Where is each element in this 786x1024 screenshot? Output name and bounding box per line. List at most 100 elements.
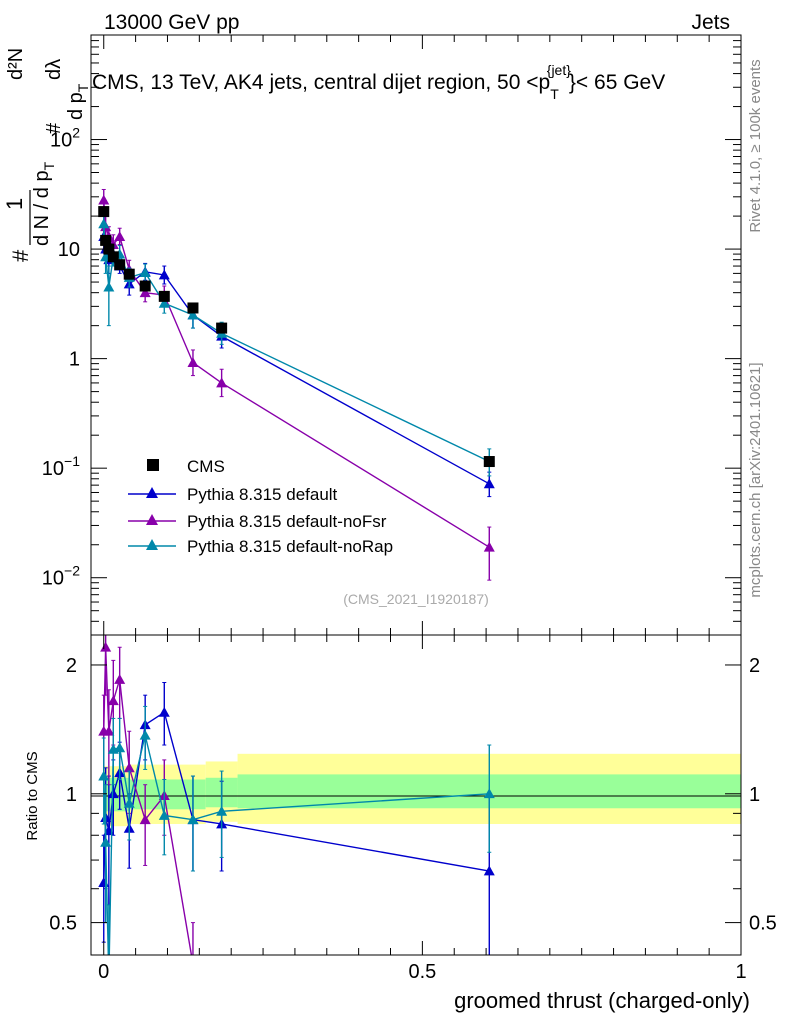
main-y-tick-label: 1 [69,349,80,371]
main-y-tick-label: 10−1 [42,453,80,480]
ylabel-denominator: d N / d pT [31,161,57,246]
ratio-point [114,742,126,753]
rivet-label: Rivet 4.1.0, ≥ 100k events [747,59,764,232]
ratio-y-axis: 0.5 0.5 1 1 2 2 [49,655,777,935]
ratio-point [103,725,115,736]
main-x-ticks [103,35,742,635]
cms-data-point [103,243,115,255]
data-point [103,281,115,292]
ratio-point [123,797,135,808]
ratio-point [114,673,126,684]
mcplots-label: mcplots.cern.ch [arXiv:2401.10621] [747,362,764,597]
legend-label-norap: Pythia 8.315 default-noRap [187,537,393,556]
ratio-point [158,809,170,820]
ratio-point [100,836,112,847]
data-point [158,297,170,308]
legend: CMS Pythia 8.315 default Pythia 8.315 de… [128,457,393,556]
ratio-point [139,729,151,740]
ratio-point [216,805,228,816]
ratio-y-tick-label: 1 [66,784,77,806]
main-y-axis: 10−2 10−1 1 10 102 [42,34,741,636]
cms-data-point [158,290,170,302]
ratio-point [98,877,110,888]
ratio-marks [98,635,495,955]
cms-data-point [139,280,151,292]
ratio-frame [90,634,742,956]
ratio-point [100,641,112,652]
ylabel-hash-1: # [8,249,33,262]
x-tick-label: 1 [735,961,746,983]
ratio-point [123,762,135,773]
legend-label-cms: CMS [187,457,225,476]
ratio-y-tick-label: 2 [66,655,77,677]
x-axis-label: groomed thrust (charged-only) [454,988,750,1013]
ratio-point [107,788,119,799]
x-tick-label: 0 [98,961,109,983]
main-y-label: # 1 d N / d pT # d²N dλ d pT [2,48,91,262]
ratio-point [187,814,199,825]
ratio-point [158,706,170,717]
header-right: Jets [691,11,730,34]
ratio-point [107,695,119,706]
ratio-point [139,814,151,825]
ylabel-hash-2: # [43,122,65,134]
legend-marker-nofsr [146,514,158,525]
cms-data-point [187,302,199,314]
cms-data-point [216,322,228,334]
ratio-y-tick-label-right: 2 [749,655,760,677]
main-marks [98,188,495,581]
main-y-tick-label: 10 [58,239,80,261]
data-point [98,194,110,205]
ylabel-numerator: d²N [5,48,27,80]
x-tick-label: 0.5 [408,961,436,983]
data-point [216,377,228,388]
ratio-x-axis: 0 0.5 1 [98,635,747,983]
data-point [483,541,495,552]
chart-title: CMS, 13 TeV, AK4 jets, central dijet reg… [92,62,665,102]
data-point [98,218,110,229]
ylabel-one: 1 [2,198,27,210]
ylabel-num-denominator: d pT [65,83,91,120]
ratio-y-tick-label: 0.5 [49,913,77,935]
cms-data-point [107,251,119,263]
ratio-y-tick-label-right: 0.5 [749,913,777,935]
legend-label-default: Pythia 8.315 default [187,485,338,504]
ratio-point [483,788,495,799]
data-point [187,357,199,367]
ratio-point [98,770,110,781]
data-point [187,309,199,320]
main-y-tick-label: 102 [50,125,80,152]
ratio-series-clip [98,705,495,955]
data-point [158,269,170,280]
main-panel: 10−2 10−1 1 10 102 CMS, 13 TeV, AK4 jets, ce… [2,34,742,636]
series-0 [98,226,495,498]
ratio-series-0 [98,681,495,955]
cms-data-point [98,206,110,218]
data-point [114,231,126,241]
legend-marker-norap [146,539,158,550]
ylabel-dlambda: dλ [43,59,65,80]
ratio-series-clip [98,681,495,955]
series-line [103,236,490,485]
legend-label-nofsr: Pythia 8.315 default-noFsr [187,512,387,531]
series-2 [98,211,495,477]
cms-data [98,206,495,468]
series-line [103,223,490,463]
main-y-tick-label: 10−2 [42,563,80,590]
ratio-series-2 [98,705,495,955]
ratio-y-tick-label-right: 1 [749,784,760,806]
data-point [483,478,495,489]
cms-data-point [483,456,495,468]
data-point [139,287,151,298]
cms-data-point [123,268,135,280]
ratio-uncertainty-bands [103,753,741,827]
ratio-y-label: Ratio to CMS [24,751,41,840]
ratio-panel: 0.5 0.51 12 2 0 0.5 1 Ratio to CMS groomed th… [24,634,777,1013]
legend-marker-cms [147,459,159,471]
cms-data-point [100,234,112,246]
header-left: 13000 GeV pp [104,11,239,34]
data-point [139,267,151,277]
ratio-point [483,865,495,876]
cms-data-point [114,259,126,271]
